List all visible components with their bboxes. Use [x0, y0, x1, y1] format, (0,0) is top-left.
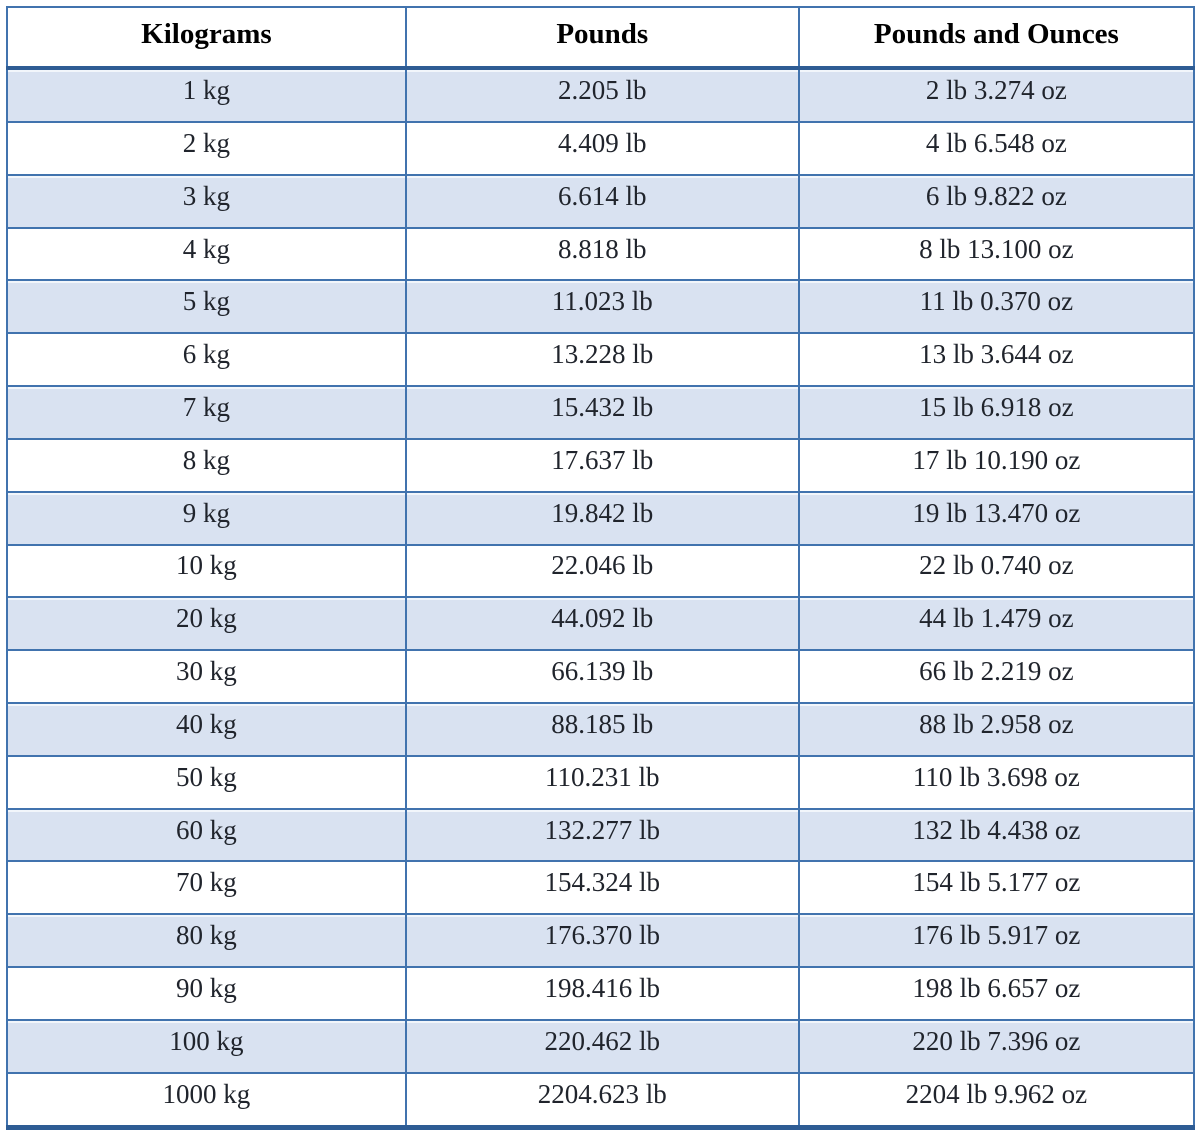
cell-kilograms: 80 kg	[6, 913, 407, 969]
cell-kilograms: 9 kg	[6, 490, 407, 546]
cell-pounds: 8.818 lb	[404, 226, 800, 282]
column-header-pounds-and-ounces: Pounds and Ounces	[797, 6, 1196, 70]
cell-pounds: 176.370 lb	[404, 913, 800, 969]
cell-pounds-and-ounces: 22 lb 0.740 oz	[797, 543, 1196, 599]
cell-kilograms: 30 kg	[6, 649, 407, 704]
table-row: 80 kg 176.370 lb 176 lb 5.917 oz	[6, 913, 1196, 969]
table-row: 60 kg 132.277 lb 132 lb 4.438 oz	[6, 807, 1196, 863]
cell-pounds-and-ounces: 66 lb 2.219 oz	[797, 649, 1196, 704]
table-row: 10 kg 22.046 lb 22 lb 0.740 oz	[6, 543, 1196, 599]
column-header-kilograms: Kilograms	[6, 6, 407, 70]
table-row: 4 kg 8.818 lb 8 lb 13.100 oz	[6, 226, 1196, 282]
cell-kilograms: 10 kg	[6, 543, 407, 599]
cell-kilograms: 20 kg	[6, 596, 407, 652]
cell-pounds-and-ounces: 11 lb 0.370 oz	[797, 279, 1196, 335]
cell-pounds-and-ounces: 176 lb 5.917 oz	[797, 913, 1196, 969]
cell-pounds: 6.614 lb	[404, 173, 800, 229]
table-row: 20 kg 44.092 lb 44 lb 1.479 oz	[6, 596, 1196, 652]
table-row: 3 kg 6.614 lb 6 lb 9.822 oz	[6, 173, 1196, 229]
table-row: 9 kg 19.842 lb 19 lb 13.470 oz	[6, 490, 1196, 546]
cell-kilograms: 50 kg	[6, 754, 407, 810]
cell-kilograms: 4 kg	[6, 226, 407, 282]
table-row: 2 kg 4.409 lb 4 lb 6.548 oz	[6, 121, 1196, 176]
table-row: 70 kg 154.324 lb 154 lb 5.177 oz	[6, 860, 1196, 916]
table-row: 1000 kg 2204.623 lb 2204 lb 9.962 oz	[6, 1071, 1196, 1130]
cell-pounds: 66.139 lb	[404, 649, 800, 704]
table-row: 1 kg 2.205 lb 2 lb 3.274 oz	[6, 66, 1196, 124]
table-row: 5 kg 11.023 lb 11 lb 0.370 oz	[6, 279, 1196, 335]
cell-kilograms: 90 kg	[6, 966, 407, 1021]
cell-kilograms: 3 kg	[6, 173, 407, 229]
table-row: 100 kg 220.462 lb 220 lb 7.396 oz	[6, 1018, 1196, 1074]
cell-pounds: 11.023 lb	[404, 279, 800, 335]
cell-pounds: 4.409 lb	[404, 121, 800, 176]
table-row: 90 kg 198.416 lb 198 lb 6.657 oz	[6, 966, 1196, 1021]
table-header: Kilograms Pounds Pounds and Ounces	[6, 6, 1196, 70]
cell-pounds: 110.231 lb	[404, 754, 800, 810]
cell-pounds: 198.416 lb	[404, 966, 800, 1021]
table-row: 50 kg 110.231 lb 110 lb 3.698 oz	[6, 754, 1196, 810]
cell-pounds-and-ounces: 132 lb 4.438 oz	[797, 807, 1196, 863]
cell-kilograms: 1 kg	[6, 66, 407, 124]
cell-pounds-and-ounces: 154 lb 5.177 oz	[797, 860, 1196, 916]
cell-pounds: 19.842 lb	[404, 490, 800, 546]
table-row: 7 kg 15.432 lb 15 lb 6.918 oz	[6, 385, 1196, 440]
cell-pounds-and-ounces: 88 lb 2.958 oz	[797, 701, 1196, 757]
cell-pounds-and-ounces: 19 lb 13.470 oz	[797, 490, 1196, 546]
cell-pounds: 15.432 lb	[404, 385, 800, 440]
cell-pounds: 13.228 lb	[404, 332, 800, 388]
table-body: 1 kg 2.205 lb 2 lb 3.274 oz 2 kg 4.409 lb 4 l…	[6, 66, 1196, 1130]
cell-pounds-and-ounces: 15 lb 6.918 oz	[797, 385, 1196, 440]
table-row: 40 kg 88.185 lb 88 lb 2.958 oz	[6, 701, 1196, 757]
cell-pounds: 220.462 lb	[404, 1018, 800, 1074]
table-row: 6 kg 13.228 lb 13 lb 3.644 oz	[6, 332, 1196, 388]
table-row: 8 kg 17.637 lb 17 lb 10.190 oz	[6, 437, 1196, 493]
column-header-pounds: Pounds	[404, 6, 800, 70]
header-row: Kilograms Pounds Pounds and Ounces	[6, 6, 1196, 70]
cell-kilograms: 5 kg	[6, 279, 407, 335]
cell-pounds-and-ounces: 8 lb 13.100 oz	[797, 226, 1196, 282]
cell-pounds-and-ounces: 2204 lb 9.962 oz	[797, 1071, 1196, 1130]
cell-kilograms: 100 kg	[6, 1018, 407, 1074]
cell-pounds-and-ounces: 13 lb 3.644 oz	[797, 332, 1196, 388]
cell-pounds-and-ounces: 6 lb 9.822 oz	[797, 173, 1196, 229]
cell-pounds-and-ounces: 110 lb 3.698 oz	[797, 754, 1196, 810]
cell-pounds: 2.205 lb	[404, 66, 800, 124]
cell-kilograms: 70 kg	[6, 860, 407, 916]
cell-pounds-and-ounces: 220 lb 7.396 oz	[797, 1018, 1196, 1074]
cell-kilograms: 8 kg	[6, 437, 407, 493]
cell-kilograms: 6 kg	[6, 332, 407, 388]
cell-pounds-and-ounces: 17 lb 10.190 oz	[797, 437, 1196, 493]
cell-kilograms: 7 kg	[6, 385, 407, 440]
cell-pounds: 88.185 lb	[404, 701, 800, 757]
cell-pounds-and-ounces: 198 lb 6.657 oz	[797, 966, 1196, 1021]
cell-pounds-and-ounces: 44 lb 1.479 oz	[797, 596, 1196, 652]
cell-pounds: 132.277 lb	[404, 807, 800, 863]
conversion-table: Kilograms Pounds Pounds and Ounces 1 kg 2.2…	[6, 6, 1196, 1130]
cell-kilograms: 60 kg	[6, 807, 407, 863]
cell-pounds-and-ounces: 2 lb 3.274 oz	[797, 66, 1196, 124]
table-row: 30 kg 66.139 lb 66 lb 2.219 oz	[6, 649, 1196, 704]
cell-kilograms: 2 kg	[6, 121, 407, 176]
cell-kilograms: 40 kg	[6, 701, 407, 757]
cell-pounds: 17.637 lb	[404, 437, 800, 493]
cell-pounds: 22.046 lb	[404, 543, 800, 599]
cell-pounds: 44.092 lb	[404, 596, 800, 652]
cell-pounds: 2204.623 lb	[404, 1071, 800, 1130]
cell-pounds: 154.324 lb	[404, 860, 800, 916]
cell-pounds-and-ounces: 4 lb 6.548 oz	[797, 121, 1196, 176]
cell-kilograms: 1000 kg	[6, 1071, 407, 1130]
